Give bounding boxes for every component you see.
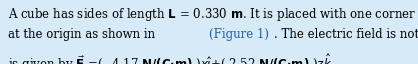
Text: at the origin as shown in: at the origin as shown in xyxy=(8,28,158,41)
Text: A cube has sides of length $\mathit{\mathbf{L}}$ = 0.330 $\mathbf{m}$. It is pla: A cube has sides of length $\mathit{\mat… xyxy=(8,6,415,23)
Text: (Figure 1): (Figure 1) xyxy=(209,28,269,41)
Text: is given by $\vec{\mathit{\mathbf{E}}}$ =($-$4.17 $\mathbf{N/(C{\cdot}m)}$ )$\ma: is given by $\vec{\mathit{\mathbf{E}}}$ … xyxy=(8,52,334,64)
Text: . The electric field is not uniform but: . The electric field is not uniform but xyxy=(274,28,418,41)
